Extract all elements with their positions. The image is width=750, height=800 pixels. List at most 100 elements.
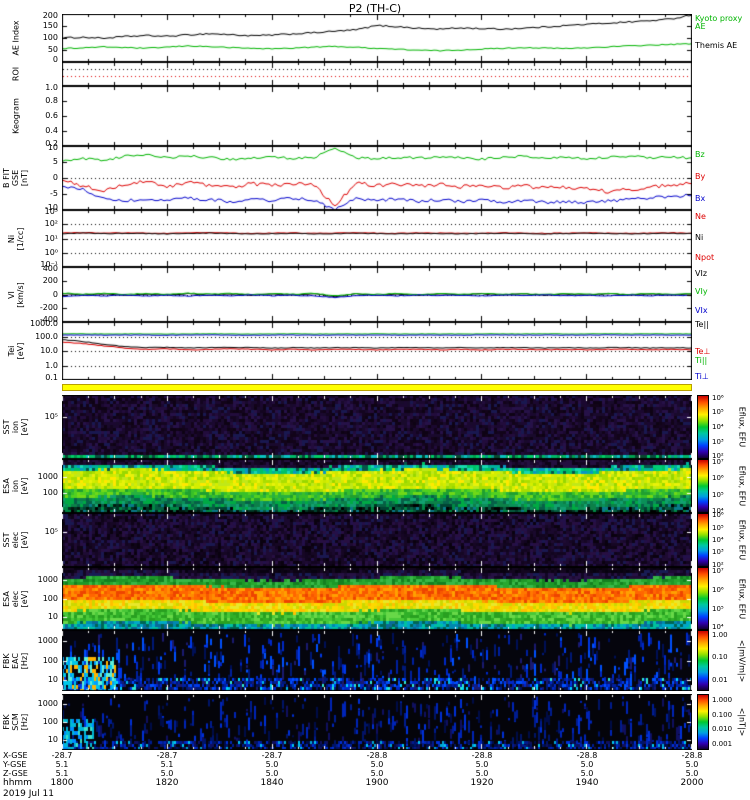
axis-value: 1920 [470,778,494,788]
series-label-temp: Te⊥ [695,347,711,357]
colorbar-tick: 10⁵ [712,408,724,417]
colorbar-sst_elec [697,513,709,567]
y-tick-fbk_e: 10 [47,675,58,685]
colorbar-unit-label: Eflux, EFU [737,465,747,507]
colorbar-tick: 10³ [712,548,724,557]
axis-value: -28.7 [51,751,73,760]
y-tick-ni: 10⁻¹ [40,260,58,269]
axis-value: 5.1 [160,760,174,769]
series-label-ae: Themis AE [695,40,738,50]
panel-canvas-keogram [62,86,692,146]
colorbar-tick: 10⁵ [712,604,724,613]
series-label-ni: Ne [695,211,706,221]
axis-row-label: hhmm [3,778,32,788]
panel-canvas-fbk_b [62,694,692,750]
y-tick-sst_elec: 10⁵ [44,526,58,536]
colorbar-tick: 10² [712,560,724,569]
colorbar-tick: 10⁷ [712,566,724,575]
axis-value: 1800 [50,778,74,788]
series-label-vi: VIz [695,268,708,278]
axis-value: 5.0 [685,760,699,769]
axis-value: 1820 [155,778,179,788]
y-tick-vi: -400 [39,315,58,324]
series-label-temp: Ti|| [695,355,708,365]
colorbar-tick: 0.10 [712,653,728,662]
y-tick-vi: 400 [42,264,58,273]
colorbar-fbk_e [697,630,709,691]
y-tick-ae: 50 [47,45,58,54]
axis-value: -28.8 [576,751,598,760]
panel-canvas-sst_ion [62,395,692,459]
panel-canvas-esa_elec [62,567,692,630]
colorbar-esa_elec [697,567,709,630]
colorbar-tick: 10² [712,452,724,461]
colorbar-tick: 0.100 [712,710,733,719]
colorbar-tick: 10³ [712,437,724,446]
panel-canvas-ae [62,14,692,62]
y-tick-bfit: 0 [52,173,58,182]
bottom-axis: X-GSE -28.7 -28.7 -28.7 -28.8 -28.8 -28.8 -28.8… [0,751,750,800]
colorbar-tick: 1.00 [712,630,728,639]
axis-value: 5.1 [55,760,69,769]
y-tick-keogram: 0.4 [45,126,58,135]
axis-value: 5.0 [370,760,384,769]
y-tick-bfit: 10 [47,143,58,152]
y-tick-bfit: -10 [44,203,58,212]
axis-row-label: Z-GSE [3,769,28,778]
axis-value: -28.8 [471,751,493,760]
panel-canvas-vi [62,267,692,322]
colorbar-esa_ion [697,459,709,513]
axis-value: -28.8 [681,751,703,760]
y-tick-fbk_e: 100 [42,655,58,665]
y-tick-keogram: 0.6 [45,111,58,120]
axis-row-label: X-GSE [3,751,28,760]
colorbar-tick: 10⁵ [712,490,724,499]
colorbar-unit-label: Eflux, EFU [737,578,747,619]
colorbar-tick: 10⁶ [712,585,724,594]
y-tick-fbk_b: 10 [47,734,58,744]
panel-canvas-ni [62,210,692,267]
axis-value: 1840 [260,778,284,788]
colorbar-sst_ion [697,395,709,459]
y-tick-bfit: 5 [52,157,58,166]
y-tick-vi: 200 [42,275,58,285]
y-tick-keogram: 0.2 [45,139,58,148]
y-tick-ni: 10⁰ [44,247,58,257]
series-label-bfit: Bx [695,193,706,203]
axis-value: 1940 [575,778,599,788]
y-tick-keogram: 1.0 [45,83,58,92]
series-label-bfit: Bz [695,150,705,160]
colorbar-tick: 1.000 [712,695,733,704]
axis-value: 2000 [680,778,704,788]
series-label-vi: VIx [695,305,708,315]
axis-label-roi: ROI [11,66,21,82]
colorbar-tick: 0.010 [712,725,733,734]
axis-value: 5.0 [475,769,489,778]
axis-value: -28.8 [366,751,388,760]
y-tick-vi: 0 [52,289,58,299]
colorbar-tick: 10⁴ [712,423,724,431]
y-tick-esa_elec: 100 [42,593,58,603]
y-tick-ae: 200 [42,11,58,20]
axis-value: 5.0 [160,769,174,778]
y-tick-ni: 10³ [44,207,58,216]
colorbar-unit-label: Eflux, EFU [737,519,747,561]
y-tick-esa_elec: 1000 [37,574,58,584]
date-label: 2019 Jul 11 [3,789,54,799]
colorbar-unit-label: <|nT|> [737,707,747,737]
y-tick-fbk_b: 1000 [37,699,58,709]
colorbar-tick: 10⁵ [712,523,724,532]
axis-value: 5.0 [685,769,699,778]
series-label-temp: Ti⊥ [695,372,709,382]
axis-value: 5.0 [580,769,594,778]
series-label-temp: Te|| [695,319,709,329]
y-tick-sst_ion: 10⁵ [44,412,58,422]
colorbar-tick: 10⁴ [712,506,724,515]
colorbar-unit-label: <|mV/m|> [737,639,747,682]
series-label-ae: Kyoto proxy AE [695,13,743,32]
y-tick-fbk_e: 1000 [37,635,58,645]
y-tick-temp: 1.0 [45,360,58,370]
y-tick-ae: 0 [52,55,58,64]
